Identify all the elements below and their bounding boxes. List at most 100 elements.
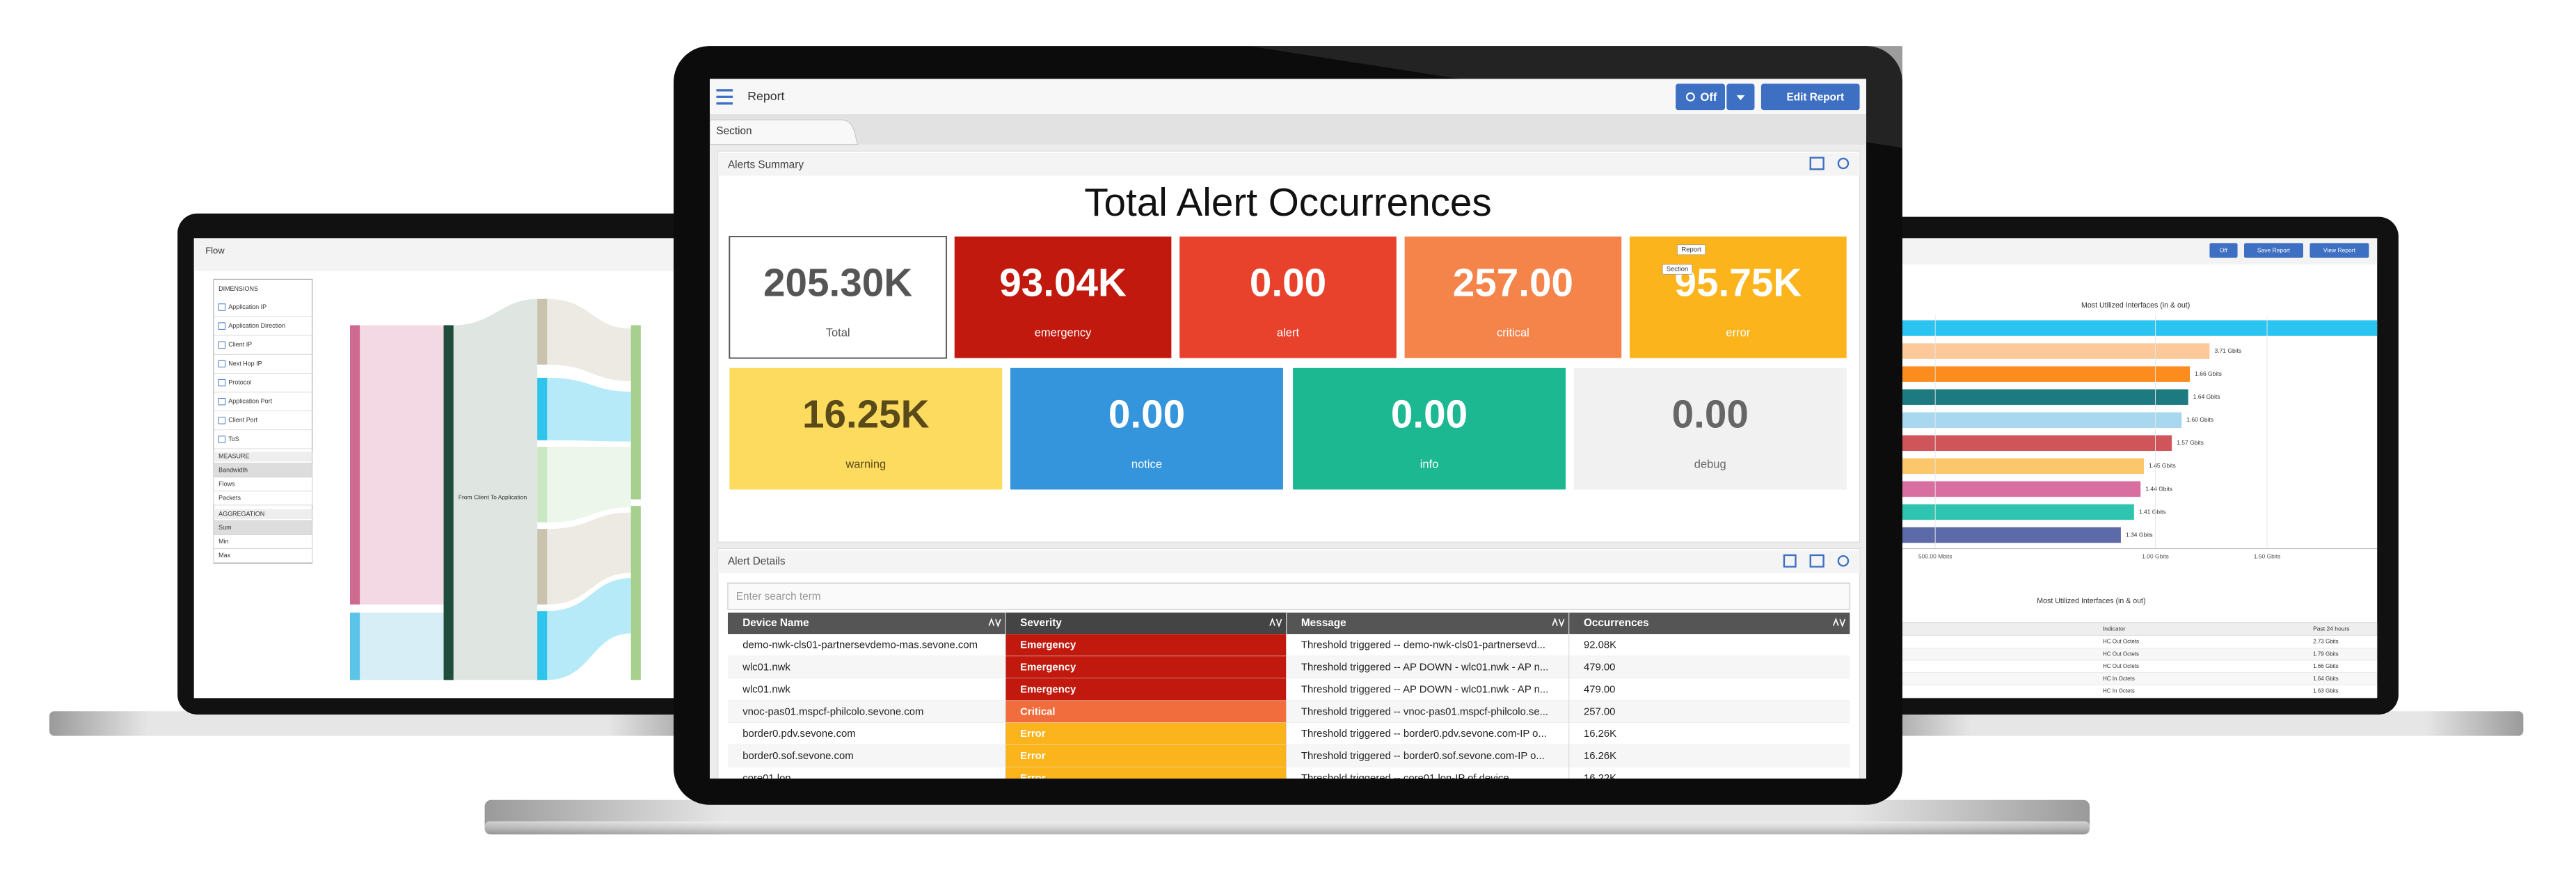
table-row[interactable] <box>727 744 1850 767</box>
severity-cell <box>1005 744 1287 767</box>
tile-label: critical <box>1497 326 1529 340</box>
tile-label: emergency <box>1035 326 1092 340</box>
checkbox[interactable] <box>218 303 226 311</box>
column-header: Severity <box>1020 617 1062 629</box>
bar <box>1892 412 2182 428</box>
table-row[interactable] <box>727 722 1850 745</box>
alert-tile <box>1010 367 1283 490</box>
tile-value: 93.04K <box>999 262 1127 305</box>
severity-cell <box>1005 700 1287 723</box>
checkbox[interactable] <box>218 341 226 349</box>
tile-value: 95.75K <box>1675 262 1802 305</box>
table-cell: HC Out Octets <box>2103 663 2139 669</box>
checkbox[interactable] <box>218 417 226 424</box>
table-cell: HC Out Octets <box>2103 651 2139 657</box>
table-cell: 479.00 <box>1584 684 1615 695</box>
tile-value: 0.00 <box>1108 393 1185 437</box>
sankey-node <box>537 377 548 440</box>
column-header: Occurrences <box>1584 617 1649 629</box>
maximize-icon[interactable] <box>1809 554 1824 568</box>
sankey-flow <box>360 612 444 680</box>
aggregation-row[interactable] <box>213 548 313 563</box>
checkbox[interactable] <box>218 436 226 443</box>
tile-label: notice <box>1131 457 1162 470</box>
severity-cell <box>1005 634 1287 657</box>
checkbox[interactable] <box>218 398 226 406</box>
maximize-icon[interactable] <box>1809 157 1824 170</box>
toolbar-button[interactable] <box>2243 243 2303 258</box>
table-cell: border0.sof.sevone.com <box>742 751 853 762</box>
measure-item: Flows <box>218 480 235 487</box>
sankey-flow <box>547 578 631 680</box>
table-cell: Critical <box>1020 706 1055 717</box>
sidebar-header: AGGREGATION <box>218 510 264 517</box>
checkbox[interactable] <box>218 322 226 330</box>
aggregation-item: Sum <box>218 524 231 531</box>
column-header: Device Name <box>742 617 809 629</box>
sidebar-header: MEASURE <box>218 453 249 460</box>
table-cell: HC In Octets <box>2103 688 2135 694</box>
measure-item: Bandwidth <box>218 466 248 473</box>
section-tab[interactable] <box>709 119 859 145</box>
table-row <box>1892 672 2378 685</box>
checkbox[interactable] <box>218 378 226 387</box>
dimension-item: Protocol <box>228 378 251 385</box>
bar-label: 1.66 Gbits <box>2195 370 2222 377</box>
table-cell: Threshold triggered -- vnoc-pas01.mspcf-… <box>1301 706 1548 717</box>
table-column: Indicator <box>2103 625 2126 632</box>
table-cell: Threshold triggered -- border0.pdv.sevon… <box>1301 728 1547 740</box>
severity-cell <box>1005 767 1287 779</box>
checkbox[interactable] <box>218 360 226 368</box>
axis-label: 1.50 Gbits <box>2254 553 2281 560</box>
severity-cell <box>1005 678 1287 701</box>
toolbar-button[interactable] <box>2309 243 2369 258</box>
right-top-bar <box>1892 238 2378 265</box>
section-tab-label: Section <box>716 125 752 137</box>
table-row[interactable] <box>727 700 1850 723</box>
table-cell: 16.26K <box>1584 751 1616 762</box>
center-screen-content: Report Off Edit Report Section Alerts Summar… <box>709 79 1867 784</box>
export-icon[interactable] <box>1783 554 1797 568</box>
sankey-node <box>537 447 548 523</box>
toggle-button[interactable] <box>1676 83 1725 111</box>
table-cell: wlc01.nwk <box>742 684 790 695</box>
table-cell: vnoc-pas01.mspcf-philcolo.sevone.com <box>742 706 923 717</box>
bar <box>1892 435 2172 452</box>
right-laptop-base <box>1873 711 2524 736</box>
table-row[interactable] <box>727 634 1850 657</box>
bar-label: 1.44 Gbits <box>2145 485 2172 492</box>
table-header-sorted <box>1005 612 1287 635</box>
dimension-item: Application IP <box>228 303 267 310</box>
alert-tile <box>1293 367 1566 490</box>
alert-tile <box>729 367 1003 490</box>
table-cell: Error <box>1020 773 1046 784</box>
table-column: Past 24 hours <box>2313 625 2349 632</box>
axis-label: 1.00 Gbits <box>2142 553 2169 560</box>
table-cell: Threshold triggered -- AP DOWN - wlc01.n… <box>1301 684 1548 695</box>
toggle-button-label: Off <box>1701 90 1717 104</box>
sankey-node <box>349 612 360 680</box>
bar <box>1892 366 2191 382</box>
summary-panel-header <box>717 152 1860 176</box>
search-placeholder: Enter search term <box>736 591 821 603</box>
left-screen-content: Flow DIMENSIONS Application IP Application … <box>193 238 687 680</box>
toolbar-button[interactable] <box>2209 243 2238 258</box>
tile-label: alert <box>1277 326 1300 340</box>
search-box[interactable] <box>727 582 1851 610</box>
measure-row[interactable] <box>213 491 313 506</box>
edit-report-button[interactable] <box>1760 83 1860 111</box>
sort-icon <box>988 617 1001 628</box>
table-cell: Emergency <box>1020 684 1076 695</box>
dimension-item: ToS <box>228 436 239 442</box>
table-cell: 92.08K <box>1584 640 1616 651</box>
alert-tile <box>1573 367 1847 490</box>
table-row[interactable] <box>727 656 1850 679</box>
table-row[interactable] <box>727 678 1850 701</box>
refresh-icon[interactable] <box>1837 555 1850 567</box>
bar-label: 1.34 Gbits <box>2126 531 2153 538</box>
table-cell: Error <box>1020 751 1046 762</box>
dimension-item: Next Hop IP <box>228 360 262 367</box>
table-cell: Threshold triggered -- border0.sof.sevon… <box>1301 751 1545 762</box>
refresh-icon[interactable] <box>1837 157 1850 170</box>
sankey-flow <box>547 377 631 442</box>
